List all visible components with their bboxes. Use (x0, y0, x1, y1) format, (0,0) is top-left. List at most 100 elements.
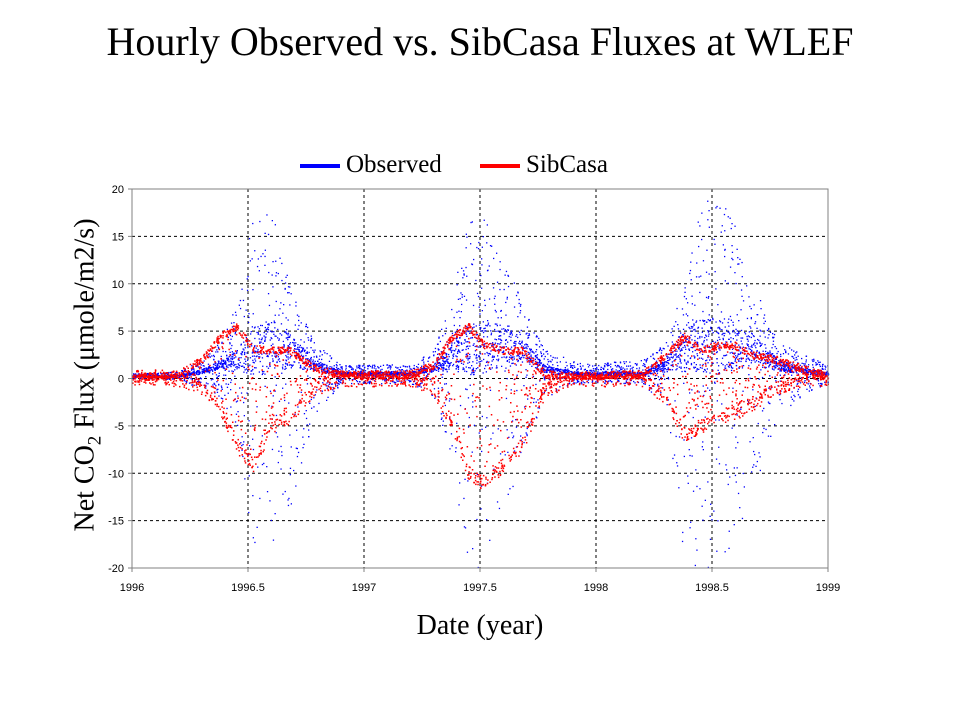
observed-point (458, 360, 460, 362)
observed-point (528, 353, 530, 355)
observed-point (490, 438, 492, 440)
observed-point (296, 314, 299, 316)
observed-point (332, 371, 335, 374)
observed-point (569, 363, 572, 365)
observed-point (637, 371, 639, 374)
observed-point (664, 368, 666, 370)
observed-point (554, 370, 556, 372)
observed-point (719, 320, 721, 322)
observed-point (300, 339, 302, 341)
observed-point (662, 364, 664, 366)
observed-point (555, 368, 557, 370)
observed-point (576, 369, 578, 371)
observed-point (464, 339, 466, 341)
observed-point (570, 366, 572, 368)
observed-point (640, 379, 643, 381)
observed-point (223, 367, 225, 370)
observed-point (517, 291, 519, 293)
observed-point (526, 347, 528, 350)
observed-point (494, 303, 496, 305)
observed-point (440, 418, 443, 420)
observed-point (737, 334, 739, 336)
observed-point (295, 342, 297, 344)
observed-point (225, 351, 227, 353)
observed-point (529, 357, 531, 360)
observed-point (602, 371, 604, 373)
observed-point (461, 294, 463, 296)
observed-point (687, 315, 689, 317)
observed-point (156, 373, 158, 375)
observed-point (745, 347, 748, 349)
observed-point (305, 352, 307, 354)
observed-point (409, 380, 411, 382)
observed-point (251, 355, 254, 357)
observed-point (456, 311, 458, 313)
observed-point (459, 317, 461, 319)
observed-point (799, 396, 801, 398)
observed-point (545, 389, 547, 391)
observed-point (791, 398, 794, 400)
observed-point (699, 337, 701, 339)
observed-point (298, 324, 300, 327)
observed-point (299, 364, 302, 367)
observed-point (499, 324, 501, 326)
observed-point (812, 360, 814, 363)
observed-point (664, 364, 666, 366)
observed-point (663, 348, 665, 350)
observed-point (489, 325, 491, 327)
observed-point (708, 210, 710, 212)
observed-point (468, 341, 470, 343)
observed-point (525, 343, 527, 345)
observed-point (316, 364, 319, 366)
observed-point (227, 392, 229, 394)
observed-point (496, 281, 499, 283)
observed-point (673, 360, 675, 362)
observed-point (440, 413, 442, 415)
observed-point (512, 435, 515, 437)
observed-point (696, 341, 698, 343)
observed-point (758, 452, 760, 454)
observed-point (631, 367, 633, 369)
observed-point (450, 433, 453, 435)
observed-point (736, 248, 738, 250)
observed-point (672, 457, 674, 460)
observed-point (679, 350, 681, 352)
observed-point (230, 406, 232, 408)
observed-point (781, 402, 783, 405)
observed-point (507, 341, 509, 343)
observed-point (597, 373, 599, 376)
observed-point (201, 369, 203, 371)
observed-point (462, 349, 464, 351)
observed-point (308, 359, 311, 361)
observed-point (820, 371, 822, 373)
observed-point (225, 378, 227, 380)
observed-point (265, 333, 267, 335)
observed-point (345, 369, 347, 371)
observed-point (256, 406, 258, 408)
observed-point (443, 363, 445, 365)
observed-point (733, 424, 736, 426)
observed-point (660, 365, 662, 368)
observed-point (618, 370, 621, 372)
observed-point (751, 346, 753, 348)
observed-point (288, 364, 291, 366)
observed-point (687, 345, 689, 347)
observed-point (602, 373, 605, 375)
observed-point (684, 370, 687, 373)
observed-point (472, 327, 474, 329)
observed-point (503, 328, 505, 330)
observed-point (441, 366, 443, 368)
observed-point (684, 287, 686, 289)
observed-point (574, 366, 576, 368)
observed-point (450, 349, 452, 351)
observed-point (381, 372, 383, 374)
observed-point (750, 317, 752, 319)
observed-point (182, 371, 184, 373)
observed-point (306, 383, 309, 385)
observed-point (701, 238, 703, 241)
observed-point (747, 340, 749, 342)
observed-point (465, 333, 467, 335)
observed-point (359, 372, 361, 374)
observed-point (603, 372, 605, 374)
